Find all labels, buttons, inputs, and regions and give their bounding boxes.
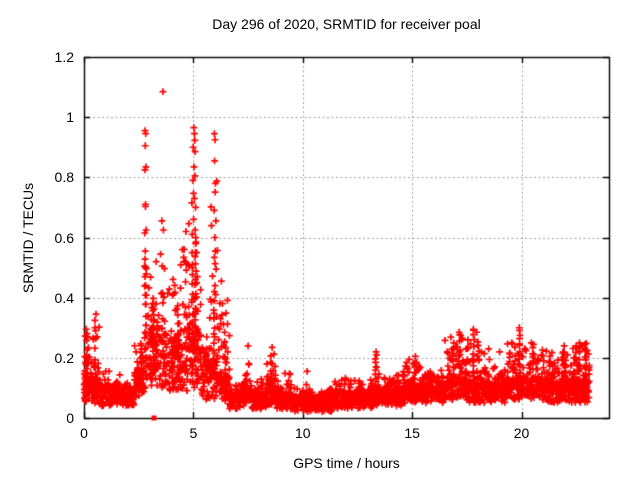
x-tick-label: 15	[404, 425, 420, 441]
y-tick-label: 0.6	[54, 229, 74, 246]
y-tick-label: 0.8	[54, 169, 74, 186]
y-tick-label: 1.2	[54, 49, 74, 65]
y-tick-label: 0	[66, 410, 74, 426]
y-tick-label: 0.2	[54, 349, 74, 366]
y-tick-label: 0.4	[54, 289, 74, 306]
x-tick-label: 20	[513, 425, 530, 441]
x-tick-label: 0	[80, 425, 88, 441]
y-tick-label: 1	[66, 109, 74, 126]
x-tick-label: 5	[189, 425, 198, 441]
x-axis-label: GPS time / hours	[293, 455, 400, 471]
chart-title: Day 296 of 2020, SRMTID for receiver poa…	[212, 16, 481, 32]
x-tick-label: 10	[294, 425, 311, 441]
